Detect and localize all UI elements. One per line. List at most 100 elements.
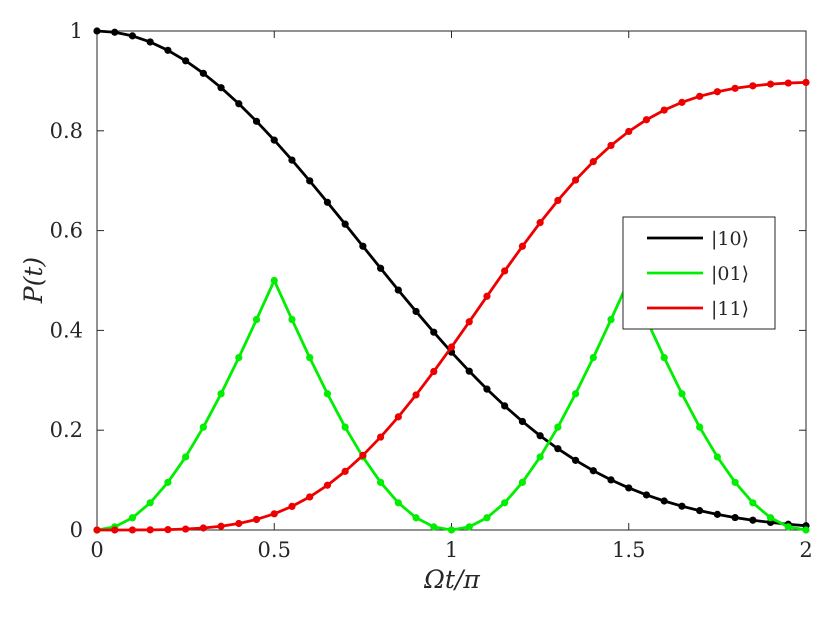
data-point bbox=[306, 177, 314, 185]
data-point bbox=[642, 491, 651, 499]
data-point bbox=[784, 523, 792, 531]
data-point bbox=[518, 417, 527, 426]
data-point bbox=[323, 390, 332, 398]
x-tick-label: 0 bbox=[90, 538, 103, 562]
data-point bbox=[430, 523, 438, 531]
y-tick-label: 0.8 bbox=[50, 119, 83, 143]
data-point bbox=[501, 499, 509, 507]
data-point bbox=[554, 423, 562, 431]
data-point bbox=[554, 196, 562, 205]
data-point bbox=[447, 526, 456, 534]
data-point bbox=[306, 493, 314, 501]
data-point bbox=[128, 514, 137, 522]
data-point bbox=[128, 526, 137, 534]
data-point bbox=[217, 522, 225, 530]
data-point bbox=[678, 98, 686, 106]
data-point bbox=[323, 198, 332, 206]
data-point bbox=[93, 27, 101, 35]
data-point bbox=[518, 478, 527, 486]
data-point bbox=[731, 513, 739, 522]
data-point bbox=[164, 478, 172, 486]
data-point bbox=[501, 402, 509, 410]
data-point bbox=[341, 423, 349, 431]
data-point bbox=[536, 432, 544, 440]
data-point bbox=[394, 413, 402, 421]
data-point bbox=[713, 510, 721, 518]
data-point bbox=[252, 117, 261, 125]
x-axis-label: Ωt/π bbox=[423, 565, 480, 594]
data-point bbox=[235, 354, 243, 362]
data-point bbox=[199, 524, 207, 532]
y-tick-label: 0.2 bbox=[50, 418, 83, 442]
data-point bbox=[182, 525, 190, 533]
y-tick-label: 0.4 bbox=[50, 318, 83, 342]
data-point bbox=[341, 467, 349, 475]
data-point bbox=[589, 158, 597, 166]
data-point bbox=[731, 84, 739, 92]
data-point bbox=[430, 328, 438, 336]
data-point bbox=[199, 423, 207, 431]
data-point bbox=[749, 516, 757, 524]
data-point bbox=[518, 242, 527, 250]
data-point bbox=[306, 354, 314, 362]
data-point bbox=[571, 456, 580, 464]
data-point bbox=[235, 519, 243, 528]
x-tick-label: 2 bbox=[799, 538, 812, 562]
series-1 bbox=[93, 27, 810, 530]
data-point bbox=[571, 390, 580, 398]
y-tick-label: 0 bbox=[70, 518, 83, 542]
data-point bbox=[235, 100, 243, 108]
data-point bbox=[660, 106, 668, 114]
data-point bbox=[465, 523, 473, 531]
data-point bbox=[589, 467, 597, 475]
data-point bbox=[146, 499, 154, 507]
x-tick-label: 1 bbox=[445, 538, 458, 562]
data-point bbox=[412, 514, 420, 522]
data-point bbox=[802, 526, 810, 534]
data-point bbox=[252, 315, 261, 324]
data-point bbox=[678, 502, 686, 510]
legend-label: |10⟩ bbox=[711, 228, 749, 250]
data-point bbox=[625, 484, 633, 492]
data-point bbox=[288, 315, 296, 324]
data-point bbox=[465, 367, 473, 375]
data-point bbox=[182, 453, 190, 461]
data-point bbox=[465, 318, 473, 326]
data-point bbox=[607, 315, 615, 324]
data-point bbox=[412, 307, 420, 316]
data-point bbox=[536, 453, 544, 461]
data-point bbox=[731, 478, 739, 486]
data-point bbox=[660, 497, 668, 505]
data-point bbox=[111, 526, 119, 534]
tick-labels: 0 0.5 1 1.5 2 0 0.2 0.4 0.6 0.8 1 bbox=[50, 19, 813, 562]
data-point bbox=[252, 515, 261, 524]
data-point bbox=[199, 69, 207, 77]
data-point bbox=[323, 481, 332, 489]
data-point bbox=[288, 502, 296, 510]
data-point bbox=[696, 92, 704, 100]
data-point bbox=[164, 46, 172, 54]
data-point bbox=[696, 423, 704, 431]
data-point bbox=[554, 445, 562, 453]
data-point bbox=[642, 116, 651, 124]
data-point bbox=[483, 292, 491, 300]
data-point bbox=[164, 526, 172, 534]
data-point bbox=[270, 276, 278, 285]
data-point bbox=[483, 514, 491, 522]
data-point bbox=[802, 78, 810, 86]
data-point bbox=[766, 514, 775, 522]
data-point bbox=[607, 141, 615, 150]
data-point bbox=[93, 526, 101, 534]
data-point bbox=[784, 79, 792, 87]
data-point bbox=[217, 84, 225, 92]
data-point bbox=[359, 451, 367, 459]
data-point bbox=[483, 385, 491, 393]
data-point bbox=[501, 267, 509, 275]
y-tick-label: 0.6 bbox=[50, 219, 83, 243]
data-point bbox=[430, 367, 438, 376]
data-point bbox=[447, 343, 456, 351]
data-point bbox=[270, 510, 278, 518]
data-point bbox=[749, 499, 757, 507]
data-point bbox=[536, 219, 544, 227]
